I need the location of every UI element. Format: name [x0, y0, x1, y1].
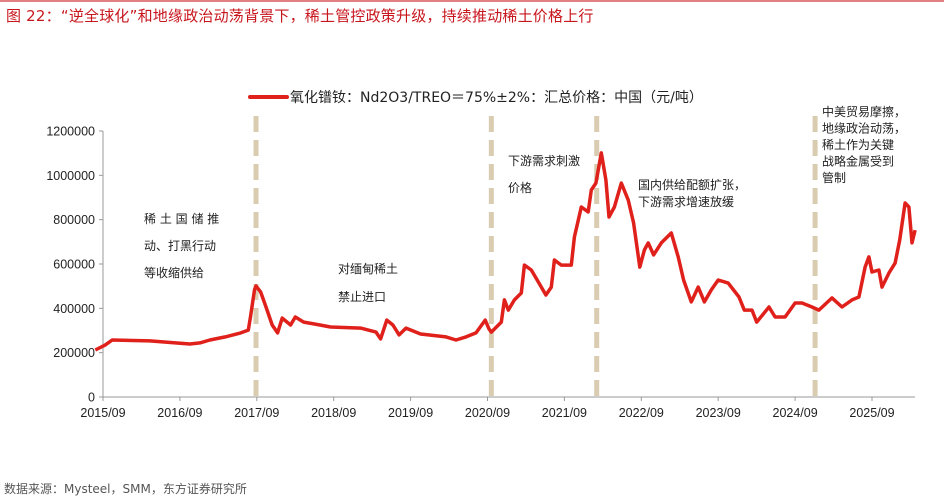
- y-tick-label: 800000: [53, 213, 95, 227]
- annotation-4-line: 地缘政治动荡，: [822, 122, 906, 136]
- annotation-4-line: 管制: [822, 170, 846, 185]
- annotation-0-line: 动、打黑行动: [144, 239, 216, 253]
- annotation-4-line: 稀土作为关键: [822, 138, 894, 152]
- annotation-0-line: 等收缩供给: [144, 265, 204, 280]
- x-tick-label: 2025/09: [849, 406, 894, 420]
- x-tick-label: 2015/09: [80, 406, 125, 420]
- annotation-2-line: 下游需求刺激: [508, 154, 580, 168]
- annotation-4-line: 中美贸易摩擦，: [822, 104, 906, 119]
- y-tick-label: 0: [88, 391, 95, 405]
- y-tick-label: 1200000: [46, 125, 95, 139]
- annotation-1-line: 对缅甸稀土: [338, 262, 398, 276]
- annotation-2-line: 价格: [508, 180, 532, 195]
- y-tick-label: 600000: [53, 258, 95, 272]
- top-rule: [0, 0, 944, 2]
- x-tick-label: 2024/09: [773, 406, 818, 420]
- y-tick-label: 200000: [53, 346, 95, 360]
- series-line-0: [94, 151, 917, 352]
- y-tick-label: 1000000: [46, 169, 95, 183]
- source-note: 数据来源：Mysteel，SMM，东方证券研究所: [4, 482, 247, 496]
- annotation-3-line: 国内供给配额扩张，: [638, 178, 746, 192]
- annotation-0-line: 稀 土 国 储 推: [144, 211, 219, 226]
- y-tick-label: 400000: [53, 302, 95, 316]
- x-tick-label: 2018/09: [311, 406, 356, 420]
- x-tick-label: 2019/09: [388, 406, 433, 420]
- x-tick-label: 2017/09: [234, 406, 279, 420]
- figure-title: 图 22：“逆全球化”和地缘政治动荡背景下，稀土管控政策升级，持续推动稀土价格上…: [6, 7, 594, 25]
- x-tick-label: 2020/09: [465, 406, 510, 420]
- x-tick-label: 2016/09: [157, 406, 202, 420]
- annotation-3-line: 下游需求增速放缓: [638, 194, 734, 209]
- annotation-1-line: 禁止进口: [338, 290, 386, 304]
- legend-label: 氧化镨钕：Nd2O3/TREO＝75%±2%：汇总价格：中国（元/吨）: [290, 90, 703, 106]
- x-tick-label: 2022/09: [619, 406, 664, 420]
- annotation-4-line: 战略金属受到: [822, 154, 894, 169]
- x-tick-label: 2023/09: [696, 406, 741, 420]
- x-tick-label: 2021/09: [542, 406, 587, 420]
